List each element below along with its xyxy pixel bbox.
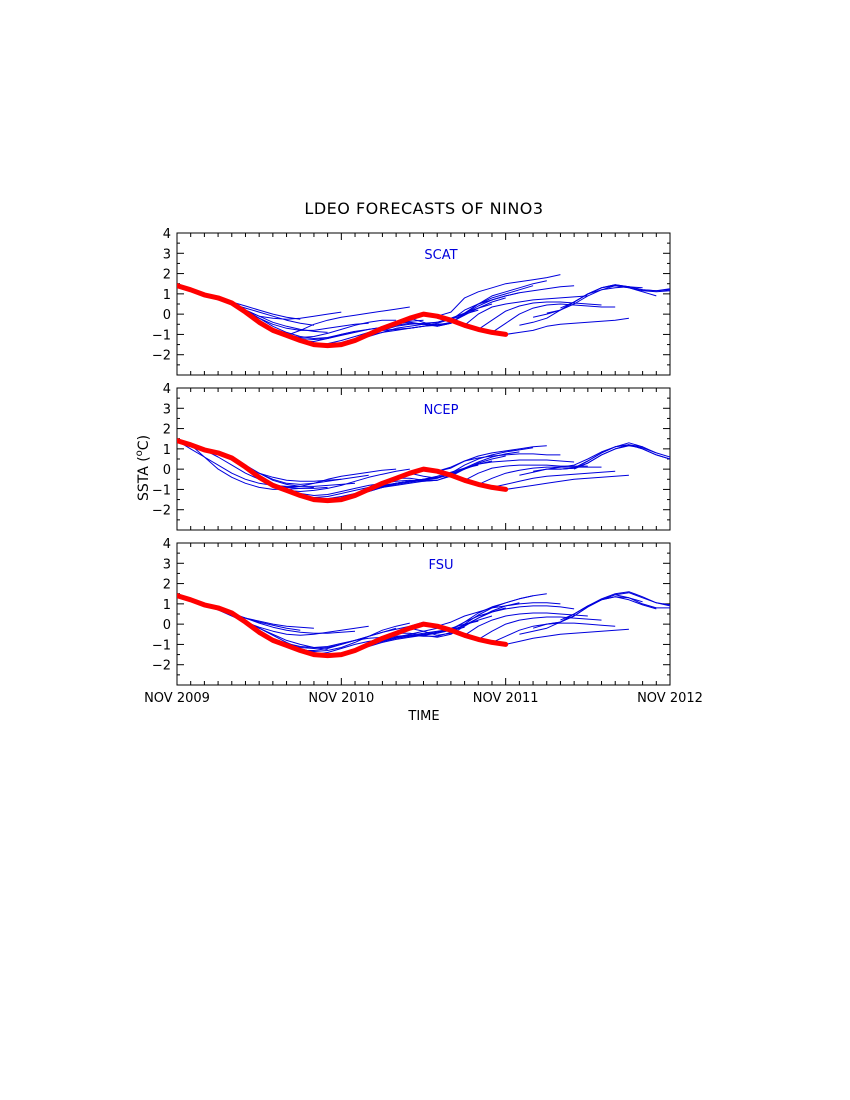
forecast-line xyxy=(245,621,369,636)
y-tick-label: 1 xyxy=(163,598,171,613)
x-tick-label: NOV 2009 xyxy=(144,691,210,706)
y-tick-label: 4 xyxy=(163,382,171,397)
y-tick-label: −2 xyxy=(152,504,171,519)
y-tick-label: 2 xyxy=(163,268,171,283)
forecast-line xyxy=(245,466,369,485)
panel-fsu: −2 −1 0 1 2 3 4 FSU xyxy=(152,537,671,686)
y-tick-label: −2 xyxy=(152,659,171,674)
y-tick-label: 0 xyxy=(163,618,171,633)
y-tick-label: −2 xyxy=(152,349,171,364)
forecast-line xyxy=(245,311,369,331)
panel-frame xyxy=(176,542,671,686)
forecast-line xyxy=(409,595,534,636)
forecast-line xyxy=(437,453,561,472)
forecast-line xyxy=(464,612,588,636)
forecast-line xyxy=(190,444,314,490)
y-tick-label: 3 xyxy=(163,557,171,572)
y-tick-label: 1 xyxy=(163,288,171,303)
y-tick-label: 4 xyxy=(163,537,171,552)
forecast-line xyxy=(450,605,575,631)
y-tick-label: 0 xyxy=(163,308,171,323)
y-axis-label-degree: o xyxy=(134,450,145,456)
forecast-line xyxy=(491,622,616,643)
panel-series xyxy=(177,591,670,659)
forecast-line xyxy=(546,444,670,470)
observed-line xyxy=(177,593,509,659)
forecast-line xyxy=(272,468,397,488)
chart-title: LDEO FORECASTS OF NINO3 xyxy=(304,199,543,218)
forecast-line xyxy=(546,594,670,625)
panel-label-scat: SCAT xyxy=(424,248,457,263)
x-axis-label: TIME xyxy=(407,709,439,724)
y-tick-label: −1 xyxy=(152,483,171,498)
forecast-line xyxy=(478,466,602,485)
forecast-line xyxy=(437,274,561,317)
forecast-line xyxy=(560,442,670,470)
forecast-line xyxy=(450,459,575,476)
panel-label-ncep: NCEP xyxy=(424,403,459,418)
forecast-line xyxy=(546,285,670,314)
panel-series xyxy=(177,274,670,349)
forecast-line xyxy=(491,303,616,333)
forecast-line xyxy=(491,470,616,488)
y-axis-label-unit: C) xyxy=(136,435,152,450)
forecast-line xyxy=(464,295,588,326)
y-tick-label: 3 xyxy=(163,402,171,417)
forecast-line xyxy=(478,301,602,330)
x-tick-label: NOV 2011 xyxy=(473,691,539,706)
forecast-line xyxy=(505,474,629,490)
panel-ncep: −2 −1 0 1 2 3 4 NCEP xyxy=(152,382,671,531)
panel-series xyxy=(177,438,670,504)
y-tick-label: 2 xyxy=(163,423,171,438)
forecast-line xyxy=(300,621,424,651)
panel-scat: −2 −1 0 1 2 3 4 SCAT xyxy=(152,227,671,376)
y-tick-label: −1 xyxy=(152,328,171,343)
forecast-line xyxy=(437,602,561,627)
x-tick-label: NOV 2010 xyxy=(308,691,374,706)
forecast-line xyxy=(382,297,506,329)
forecast-line xyxy=(519,286,643,326)
forecast-line xyxy=(423,445,547,472)
y-tick-label: −1 xyxy=(152,638,171,653)
y-tick-label: 0 xyxy=(163,463,171,478)
observed-line xyxy=(177,438,509,504)
y-axis-label-text: SSTA ( xyxy=(136,456,152,501)
forecast-line xyxy=(231,612,356,634)
forecast-line xyxy=(450,285,575,321)
forecast-line xyxy=(505,317,629,335)
forecast-line xyxy=(286,306,410,336)
forecast-line xyxy=(217,452,342,482)
forecast-line xyxy=(286,468,410,492)
x-tick-labels: NOV 2009 NOV 2010 NOV 2011 NOV 2012 xyxy=(144,691,703,706)
y-tick-label: 2 xyxy=(163,578,171,593)
observed-line xyxy=(177,283,509,349)
y-tick-label: 3 xyxy=(163,247,171,262)
panel-label-fsu: FSU xyxy=(428,558,453,573)
panels: −2 −1 0 1 2 3 4 SCAT −2 −1 0 1 2 3 4 NCEP −2 −1 0 1 2 3 4 FSU xyxy=(152,227,671,686)
y-tick-label: 1 xyxy=(163,443,171,458)
forecast-line xyxy=(409,447,534,479)
x-tick-label: NOV 2012 xyxy=(637,691,703,706)
y-tick-label: 4 xyxy=(163,227,171,242)
forecast-line xyxy=(573,444,670,470)
forecast-line xyxy=(573,284,670,303)
y-axis-label: SSTA (oC) xyxy=(134,435,152,501)
forecast-line xyxy=(505,628,629,645)
forecast-line xyxy=(478,616,602,640)
forecast-line xyxy=(573,592,670,615)
